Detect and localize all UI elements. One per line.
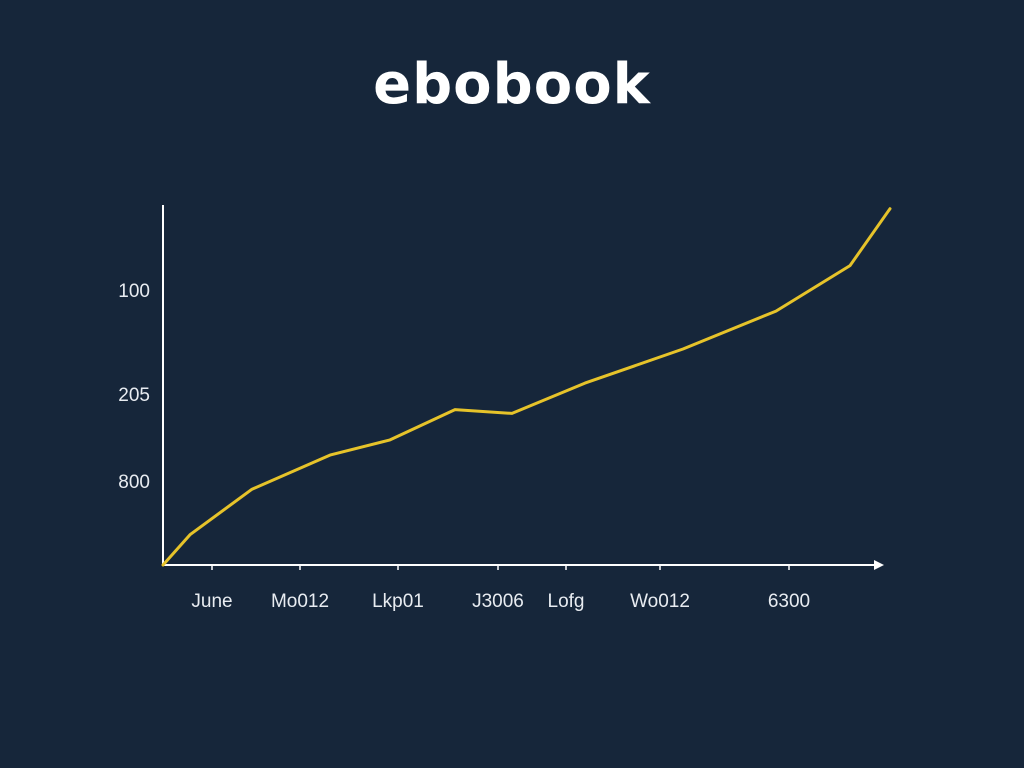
x-tick-label: Lofg (548, 591, 585, 612)
x-tick-label: J3006 (472, 591, 524, 612)
x-axis-arrow (874, 560, 884, 570)
x-tick-label: Wo012 (630, 591, 690, 612)
x-tick-label: 6300 (768, 591, 810, 612)
y-tick-labels: 100 205 800 (118, 281, 150, 493)
x-tick-label: Mo012 (271, 591, 329, 612)
x-tick-label: June (191, 591, 232, 612)
x-tick-labels: June Mo012 Lkp01 J3006 Lofg Wo012 6300 (191, 591, 810, 612)
x-tick-label: Lkp01 (372, 591, 424, 612)
y-tick-label: 100 (118, 281, 150, 302)
series-layer (161, 207, 892, 567)
chart-title: ebobook (373, 52, 651, 117)
y-tick-label: 800 (118, 472, 150, 493)
series-line (161, 207, 892, 567)
y-tick-label: 205 (118, 385, 150, 406)
